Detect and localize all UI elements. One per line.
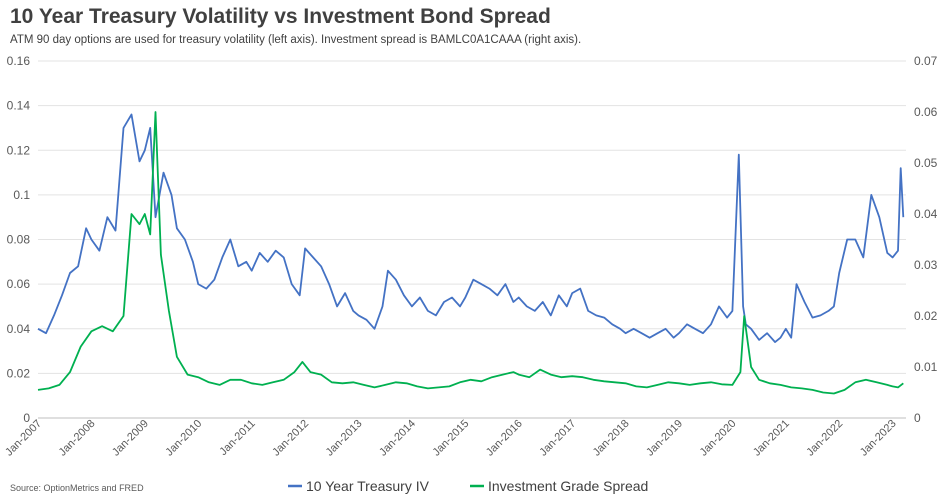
right-tick-label: 0.04 <box>914 207 938 221</box>
x-tick-label: Jan-2008 <box>57 418 98 459</box>
x-tick-label: Jan-2013 <box>324 418 365 459</box>
left-tick-label: 0.08 <box>7 233 31 247</box>
x-tick-label: Jan-2012 <box>270 418 311 459</box>
x-tick-label: Jan-2017 <box>537 418 578 459</box>
right-tick-label: 0.02 <box>914 309 938 323</box>
left-axis-ticks: 0 0.02 0.04 0.06 0.08 0.1 0.12 0.14 0.16 <box>7 54 31 425</box>
left-tick-label: 0.1 <box>13 188 30 202</box>
x-tick-label: Jan-2018 <box>591 418 632 459</box>
left-tick-label: 0.12 <box>7 143 31 157</box>
x-tick-label: Jan-2021 <box>751 418 792 459</box>
legend-label-1: 10 Year Treasury IV <box>306 478 430 494</box>
x-tick-label: Jan-2009 <box>110 418 151 459</box>
source-note: Source: OptionMetrics and FRED <box>10 483 144 493</box>
right-tick-label: 0.01 <box>914 360 938 374</box>
right-tick-label: 0.03 <box>914 258 938 272</box>
left-tick-label: 0.02 <box>7 366 31 380</box>
legend: 10 Year Treasury IV Investment Grade Spre… <box>288 478 648 494</box>
left-tick-label: 0.06 <box>7 277 31 291</box>
chart-subtitle: ATM 90 day options are used for treasury… <box>10 34 582 46</box>
right-tick-label: 0.07 <box>914 54 938 68</box>
x-tick-label: Jan-2015 <box>431 418 472 459</box>
left-tick-label: 0 <box>23 411 30 425</box>
x-tick-label: Jan-2020 <box>698 418 739 459</box>
series-lines <box>37 111 905 395</box>
x-tick-label: Jan-2023 <box>858 418 899 459</box>
source-text: OptionMetrics and FRED <box>43 483 144 493</box>
x-tick-label: Jan-2019 <box>644 418 685 459</box>
x-tick-label: Jan-2016 <box>484 418 525 459</box>
x-tick-label: Jan-2011 <box>217 418 257 458</box>
right-tick-label: 0 <box>914 411 921 425</box>
legend-label-2: Investment Grade Spread <box>488 478 648 494</box>
left-tick-label: 0.04 <box>7 322 31 336</box>
left-tick-label: 0.14 <box>7 99 31 113</box>
x-tick-label: Jan-2022 <box>804 418 845 459</box>
series-line-1 <box>37 113 905 344</box>
right-tick-label: 0.05 <box>914 156 938 170</box>
right-axis-ticks: 0 0.01 0.02 0.03 0.04 0.05 0.06 0.07 <box>914 54 938 425</box>
x-tick-label: Jan-2010 <box>163 418 204 459</box>
right-tick-label: 0.06 <box>914 105 938 119</box>
left-tick-label: 0.16 <box>7 54 31 68</box>
gridlines <box>38 60 906 374</box>
chart-title: 10 Year Treasury Volatility vs Investmen… <box>10 5 551 28</box>
series-line-2 <box>37 111 904 395</box>
x-axis-ticks: Jan-2007 Jan-2008 Jan-2009 Jan-2010 Jan-2011… <box>3 418 899 459</box>
x-tick-label: Jan-2014 <box>377 418 418 459</box>
